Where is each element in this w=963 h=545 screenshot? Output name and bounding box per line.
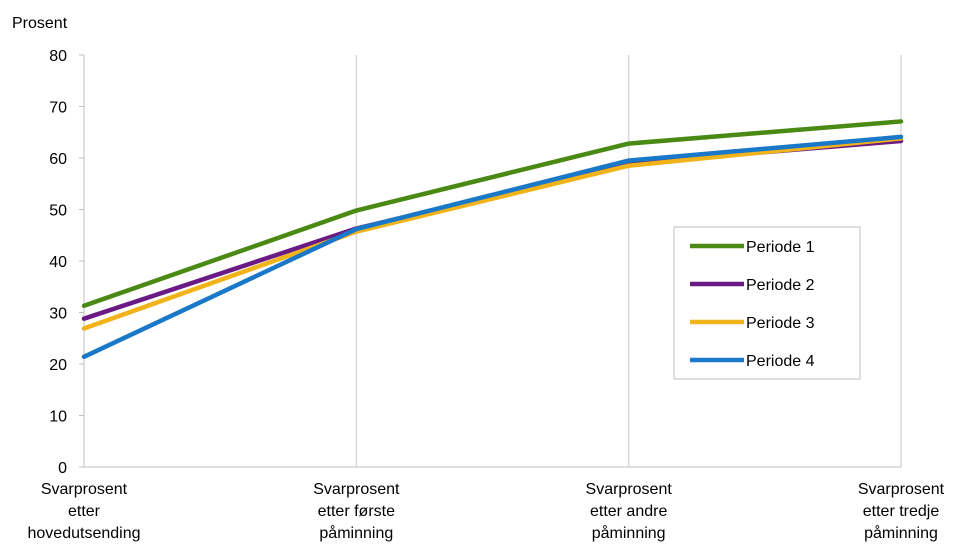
series-line	[81, 134, 904, 360]
legend-label: Periode 1	[746, 239, 815, 256]
series-line	[81, 119, 904, 309]
y-axis-label: Prosent	[12, 15, 68, 32]
legend-label: Periode 2	[746, 277, 815, 294]
series-lines	[81, 119, 904, 360]
x-tick-label: Svarprosent etter tredje påminning	[858, 481, 945, 542]
x-tick-labels: Svarprosent etter hovedutsending Svarprosen…	[28, 481, 945, 542]
y-tick-labels: 0 10 20 30 40 50 60 70 80	[49, 48, 67, 477]
x-tick-label: Svarprosent etter første påminning	[313, 481, 400, 542]
y-tick-label: 20	[49, 357, 67, 374]
axes	[79, 54, 901, 468]
y-tick-label: 80	[49, 48, 67, 65]
legend-label: Periode 3	[746, 315, 815, 332]
legend-box	[673, 226, 861, 380]
y-tick-label: 10	[49, 409, 67, 426]
y-tick-label: 60	[49, 151, 67, 168]
x-tick-label: Svarprosent etter andre påminning	[586, 481, 673, 542]
y-tick-label: 70	[49, 100, 67, 117]
y-tick-label: 50	[49, 203, 67, 220]
legend-label: Periode 4	[746, 353, 815, 370]
series-line	[81, 136, 904, 331]
legend: Periode 1 Periode 2 Periode 3 Periode 4	[673, 226, 861, 380]
x-tick-label: Svarprosent etter hovedutsending	[28, 481, 141, 542]
y-tick-label: 40	[49, 254, 67, 271]
y-tick-label: 0	[58, 460, 67, 477]
y-tick-label: 30	[49, 306, 67, 323]
